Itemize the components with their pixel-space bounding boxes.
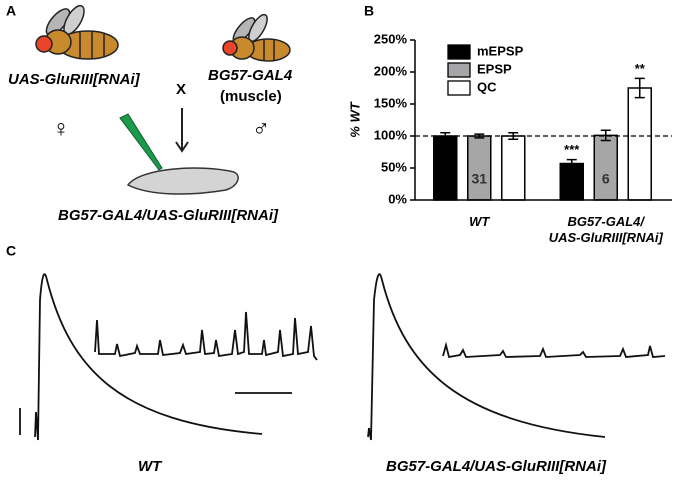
n-label: 31 (471, 171, 487, 187)
significance: *** (564, 142, 580, 157)
legend-swatch (447, 80, 471, 96)
cross: X (176, 81, 186, 98)
traces (19, 273, 666, 441)
male-symbol: ♂ (252, 115, 270, 142)
y-axis-label: % WT (347, 101, 362, 137)
legend-label: QC (477, 79, 497, 94)
n-label: 6 (602, 171, 610, 187)
legend-swatch (447, 62, 471, 78)
significance: ** (635, 61, 646, 76)
y-tick-label: 150% (374, 95, 408, 110)
y-tick-label: 250% (374, 31, 408, 46)
pipette (119, 113, 163, 171)
fly-right (222, 13, 291, 62)
error-bar (440, 132, 451, 140)
x-tick-label: BG57-GAL4/ UAS-GluRIII[RNAi] (548, 214, 663, 245)
y-tick-label: 200% (374, 63, 408, 78)
panel-label: A (6, 3, 16, 19)
y-tick-label: 0% (388, 191, 407, 206)
larva (126, 167, 239, 195)
panel-label: C (6, 243, 16, 259)
bar (559, 162, 584, 201)
bar (627, 87, 652, 201)
x-tick-label: WT (469, 214, 490, 229)
fly-left (35, 4, 119, 60)
legend-label: EPSP (477, 61, 512, 76)
bar (467, 135, 492, 201)
bar (501, 135, 526, 201)
error-bar (566, 158, 577, 169)
error-bar (634, 77, 645, 99)
female-symbol: ♀ (52, 115, 70, 142)
arrow (175, 108, 189, 153)
y-tick-label: 100% (374, 127, 408, 142)
bar (593, 134, 618, 201)
legend-swatch (447, 44, 471, 60)
parent-left: UAS-GluRIII[RNAi] (8, 71, 141, 88)
trace-label: WT (138, 458, 163, 475)
y-tick-label: 50% (381, 159, 407, 174)
bar-chart: % WT 0% 50% 100% 150% 200% 250% 31 *** 6 ** mEPSP EP… (347, 31, 672, 206)
error-bar (600, 129, 611, 142)
bar (433, 135, 458, 201)
trace-label: BG57-GAL4/UAS-GluRIII[RNAi] (386, 458, 607, 475)
legend-label: mEPSP (477, 43, 524, 58)
parent-right: BG57-GAL4 (208, 67, 293, 84)
panel-label: B (364, 3, 374, 19)
progeny: BG57-GAL4/UAS-GluRIII[RNAi] (58, 207, 279, 224)
parent-right-note: (muscle) (220, 88, 282, 105)
